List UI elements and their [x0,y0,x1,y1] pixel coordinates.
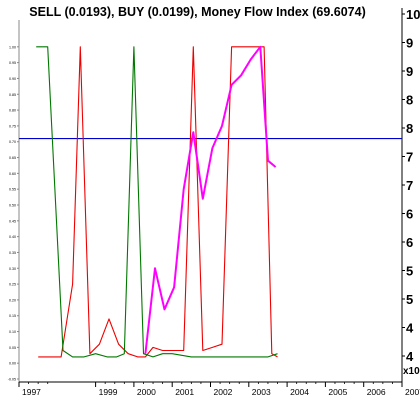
x-tick-label: 2002 [214,387,233,397]
left-tick-label: 0.70 [9,140,16,144]
x-tick-label: 2004 [290,387,309,397]
series-line-buy [36,46,278,358]
right-tick-label: 6 [406,207,413,222]
left-tick-label: 0.60 [9,172,16,176]
right-axis-multiplier: x10 [403,366,420,377]
left-tick-label: 0.10 [9,330,16,334]
left-tick-label: -0.05 [8,378,16,382]
x-tick-label: 2000 [137,387,156,397]
left-tick-label: 0.15 [9,314,16,318]
left-tick-label: 0.65 [9,156,16,160]
left-tick-label: 0.55 [9,188,16,192]
x-tick-label: 2001 [175,387,194,397]
x-axis-ticks: 1997 1999 2000 2001 2002 2003 2004 2005 2006 2007 [18,382,420,397]
left-tick-label: 1.00 [9,45,16,49]
series-line-sell [38,46,278,358]
right-tick-label: 10 [406,7,420,22]
x-tick-label: 2007 [405,387,420,397]
left-tick-label: 0.45 [9,219,16,223]
right-tick-label: 7 [406,178,413,193]
right-tick-label: 7 [406,150,413,165]
right-tick-label: 9 [406,36,413,51]
right-tick-label: 4 [406,321,414,336]
x-tick-label: 2003 [252,387,271,397]
right-tick-label: 8 [406,93,413,108]
right-tick-label: 6 [406,235,413,250]
x-tick-label: 1999 [99,387,118,397]
x-tick-label: 1997 [22,387,41,397]
left-tick-label: 0.35 [9,251,16,255]
left-tick-label: 0.90 [9,77,16,81]
left-tick-label: 0.40 [9,235,16,239]
series-line-money-flow-index [144,45,277,354]
right-axis-ticks: 10 9 9 8 8 7 7 6 6 5 5 4 4 [402,7,420,364]
x-tick-label: 2006 [367,387,386,397]
right-tick-label: 4 [406,349,414,364]
left-tick-label: 0.75 [9,124,16,128]
left-axis-ticks: -0.05 0.00 0.05 0.10 0.15 0.20 0.25 0.30 0.35 0.4… [8,45,19,382]
left-tick-label: 0.30 [9,267,16,271]
left-tick-label: 0.25 [9,283,16,287]
right-tick-label: 5 [406,292,413,307]
series-group [36,45,278,358]
right-tick-label: 8 [406,121,413,136]
left-tick-label: 0.05 [9,346,16,350]
x-tick-label: 2005 [328,387,347,397]
left-tick-label: 0.50 [9,204,16,208]
right-tick-label: 5 [406,264,413,279]
left-tick-label: 0.85 [9,93,16,97]
left-tick-label: 0.20 [9,298,16,302]
left-tick-label: 0.00 [9,362,16,366]
right-tick-label: 9 [406,64,413,79]
left-tick-label: 0.95 [9,61,16,65]
left-tick-label: 0.80 [9,109,16,113]
chart-title: SELL (0.0193), BUY (0.0199), Money Flow … [29,5,366,19]
